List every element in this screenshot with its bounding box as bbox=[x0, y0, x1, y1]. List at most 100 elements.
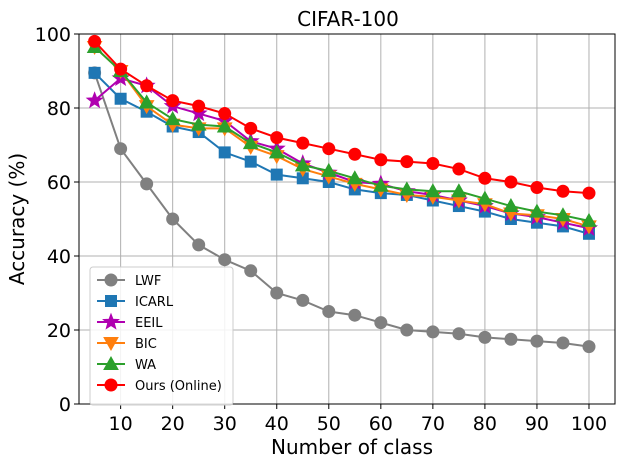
data-point-ours-online bbox=[244, 121, 258, 135]
data-point-wa bbox=[503, 198, 519, 213]
data-point-icarl bbox=[270, 168, 283, 181]
data-point-icarl bbox=[88, 66, 101, 79]
legend-label-ours-online: Ours (Online) bbox=[135, 379, 222, 394]
data-point-ours-online bbox=[504, 175, 518, 189]
y-tick-label: 0 bbox=[59, 394, 71, 416]
data-point-ours-online bbox=[530, 181, 544, 195]
data-point-wa bbox=[581, 212, 597, 227]
data-point-wa bbox=[138, 94, 155, 109]
x-tick-label: 90 bbox=[525, 413, 549, 435]
legend-box bbox=[89, 266, 234, 406]
legend-label-eeil: EEIL bbox=[135, 316, 163, 331]
data-point-wa bbox=[346, 170, 363, 185]
series-ours-online bbox=[88, 34, 596, 200]
data-point-wa bbox=[294, 157, 311, 172]
data-point-wa bbox=[555, 207, 571, 222]
series-layer bbox=[85, 34, 598, 354]
data-point-lwf bbox=[114, 142, 128, 156]
x-tick-label: 100 bbox=[571, 413, 607, 435]
legend-marker-ours-online bbox=[104, 378, 118, 392]
data-point-lwf bbox=[322, 305, 336, 318]
data-point-wa bbox=[216, 118, 233, 133]
data-point-ours-online bbox=[374, 153, 388, 167]
data-point-lwf bbox=[244, 264, 258, 278]
x-tick-label: 10 bbox=[109, 413, 133, 435]
plot-frame bbox=[78, 33, 616, 405]
data-point-wa bbox=[477, 190, 493, 205]
chart-title: CIFAR-100 bbox=[297, 7, 399, 31]
data-point-ours-online bbox=[556, 184, 570, 198]
x-tick-label: 40 bbox=[265, 413, 289, 435]
series-line-bic bbox=[93, 46, 590, 228]
legend-label-bic: BIC bbox=[135, 337, 157, 352]
data-point-eeil bbox=[85, 91, 104, 109]
legend-label-icarl: ICARL bbox=[135, 295, 174, 310]
data-point-lwf bbox=[400, 323, 414, 337]
x-tick-label: 50 bbox=[317, 413, 341, 435]
data-point-lwf bbox=[296, 293, 310, 307]
data-point-lwf bbox=[426, 325, 440, 339]
legend-marker-icarl bbox=[105, 295, 117, 307]
data-point-wa bbox=[190, 116, 207, 131]
data-point-wa bbox=[372, 177, 389, 192]
data-point-ours-online bbox=[140, 79, 154, 93]
data-point-lwf bbox=[504, 332, 518, 346]
data-point-ours-online bbox=[400, 155, 414, 169]
data-point-icarl bbox=[244, 155, 257, 168]
data-point-lwf bbox=[166, 212, 180, 226]
y-tick-label: 80 bbox=[47, 98, 71, 120]
data-point-icarl bbox=[114, 92, 127, 105]
data-point-lwf bbox=[192, 238, 206, 252]
data-point-ours-online bbox=[192, 99, 206, 113]
series-lwf bbox=[88, 66, 596, 354]
data-point-lwf bbox=[582, 340, 596, 354]
x-axis-label: Number of class bbox=[271, 435, 433, 459]
data-point-ours-online bbox=[478, 171, 492, 185]
data-point-ours-online bbox=[426, 157, 440, 170]
legend: LWF ICARL EEIL BIC WA Ours (Online) bbox=[89, 266, 234, 406]
legend-marker-lwf bbox=[104, 273, 118, 287]
data-point-wa bbox=[398, 181, 415, 196]
y-tick-label: 100 bbox=[35, 24, 71, 46]
data-point-ours-online bbox=[218, 107, 232, 121]
data-point-wa bbox=[529, 203, 545, 218]
data-point-ours-online bbox=[348, 147, 362, 161]
x-tick-label: 70 bbox=[421, 413, 445, 435]
legend-marker-eeil bbox=[102, 312, 120, 330]
data-point-wa bbox=[268, 144, 285, 159]
data-point-icarl bbox=[218, 146, 231, 159]
data-point-ours-online bbox=[114, 62, 128, 76]
data-point-ours-online bbox=[270, 131, 284, 145]
data-point-lwf bbox=[556, 336, 570, 350]
data-point-lwf bbox=[478, 330, 492, 344]
data-point-lwf bbox=[348, 308, 362, 322]
legend-marker-wa bbox=[103, 355, 119, 370]
series-bic bbox=[86, 40, 597, 235]
data-point-wa bbox=[320, 162, 337, 177]
data-point-lwf bbox=[140, 177, 154, 191]
data-point-ours-online bbox=[296, 136, 310, 150]
data-point-wa bbox=[451, 183, 467, 198]
y-tick-label: 40 bbox=[47, 246, 71, 268]
data-point-ours-online bbox=[452, 162, 466, 176]
data-point-lwf bbox=[270, 286, 284, 300]
ticks: 10 20 30 40 50 60 70 80 90 100 0 20 40 60 80 100 bbox=[35, 24, 607, 435]
data-point-ours-online bbox=[88, 34, 102, 48]
y-tick-label: 60 bbox=[47, 172, 71, 194]
x-tick-label: 30 bbox=[213, 413, 237, 435]
legend-marker-bic bbox=[103, 337, 119, 352]
data-point-ours-online bbox=[166, 94, 180, 108]
legend-label-lwf: LWF bbox=[135, 274, 161, 289]
series-wa bbox=[86, 38, 597, 227]
data-point-wa bbox=[164, 111, 181, 126]
x-tick-label: 20 bbox=[161, 413, 185, 435]
y-axis-label: Accuracy (%) bbox=[5, 153, 29, 285]
y-tick-label: 20 bbox=[47, 320, 71, 342]
data-point-wa bbox=[425, 183, 441, 198]
x-tick-label: 60 bbox=[369, 413, 393, 435]
data-point-wa bbox=[242, 135, 259, 150]
x-tick-label: 80 bbox=[473, 413, 497, 435]
data-point-ours-online bbox=[322, 142, 336, 156]
series-line-wa bbox=[93, 46, 590, 222]
